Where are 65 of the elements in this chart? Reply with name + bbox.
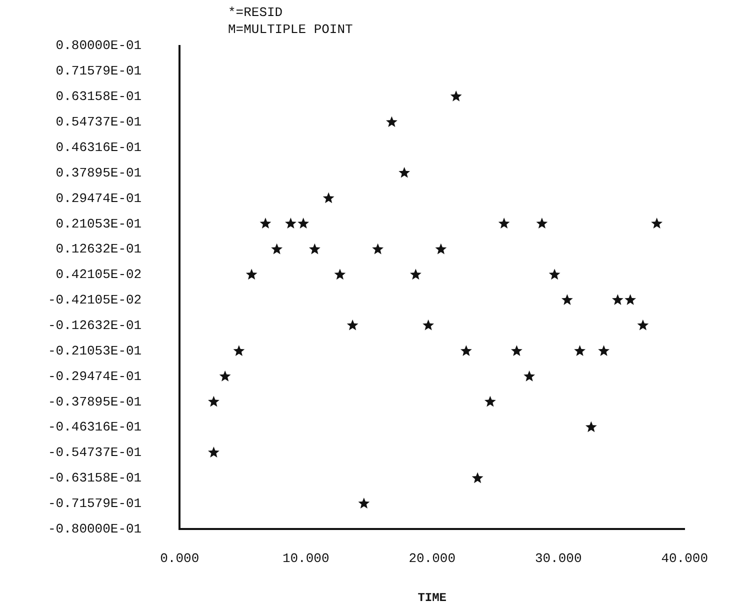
- y-tick-label: -0.71579E-01: [48, 496, 142, 512]
- y-tick-label: 0.37895E-01: [56, 165, 142, 180]
- y-tick-label: 0.71579E-01: [56, 64, 142, 79]
- point: [208, 396, 220, 407]
- point: [358, 498, 370, 508]
- point: [612, 294, 624, 305]
- point: [208, 446, 220, 458]
- point: [346, 319, 358, 330]
- y-tick-label: -0.54737E-01: [48, 445, 142, 460]
- y-tick-label: -0.46316E-01: [48, 420, 142, 435]
- point: [410, 268, 422, 280]
- point: [524, 370, 536, 382]
- point: [233, 345, 245, 356]
- point: [637, 319, 649, 330]
- point: [536, 218, 548, 229]
- point: [574, 345, 586, 356]
- point: [334, 268, 346, 280]
- y-tick-label: 0.42105E-02: [56, 267, 142, 282]
- x-tick-label: 40.000: [661, 551, 708, 566]
- point: [435, 243, 447, 254]
- x-tick-label: 30.000: [534, 551, 582, 566]
- y-tick-label: 0.21053E-01: [56, 216, 142, 232]
- x-tick-label: 10.000: [282, 551, 330, 566]
- point: [398, 166, 410, 178]
- point: [308, 243, 320, 254]
- point: [498, 218, 510, 229]
- point: [386, 116, 398, 128]
- point: [322, 192, 334, 204]
- y-tick-label: -0.80000E-01: [48, 521, 142, 536]
- point: [450, 90, 462, 102]
- point: [484, 396, 496, 407]
- point: [246, 268, 258, 280]
- text: M=MULTIPLE POINT: [228, 21, 353, 38]
- point: [285, 218, 296, 229]
- y-tick-label: 0.12632E-01: [56, 242, 142, 257]
- point: [422, 319, 434, 330]
- y-tick-label: 0.46316E-01: [56, 140, 142, 155]
- y-tick-label: -0.21053E-01: [48, 343, 142, 358]
- point: [271, 243, 283, 254]
- y-tick-label: -0.12632E-01: [48, 318, 142, 333]
- x-axis-title: TIME: [418, 590, 447, 605]
- y-tick-label: -0.37895E-01: [48, 394, 142, 410]
- point: [510, 345, 522, 356]
- y-tick-label: 0.54737E-01: [56, 114, 142, 130]
- point: [298, 218, 310, 229]
- point: [260, 218, 272, 229]
- point: [460, 345, 472, 356]
- point: [585, 421, 597, 432]
- x-tick-label: 20.000: [408, 551, 456, 566]
- y-tick-label: 0.80000E-01: [56, 38, 142, 54]
- y-tick-label: 0.29474E-01: [56, 190, 142, 206]
- y-tick-label: -0.42105E-02: [48, 292, 142, 308]
- y-tick-label: -0.29474E-01: [48, 368, 142, 384]
- x-tick-label: 0.000: [160, 551, 200, 566]
- point: [548, 268, 560, 280]
- point: [219, 370, 231, 382]
- point: [651, 218, 663, 229]
- point: [624, 294, 636, 305]
- point: [472, 472, 484, 484]
- y-tick-label: -0.63158E-01: [48, 470, 142, 486]
- y-tick-label: 0.63158E-01: [56, 89, 142, 104]
- point: [598, 345, 610, 356]
- point: [561, 294, 573, 305]
- point: [372, 243, 384, 254]
- text: *=RESID: [228, 4, 284, 21]
